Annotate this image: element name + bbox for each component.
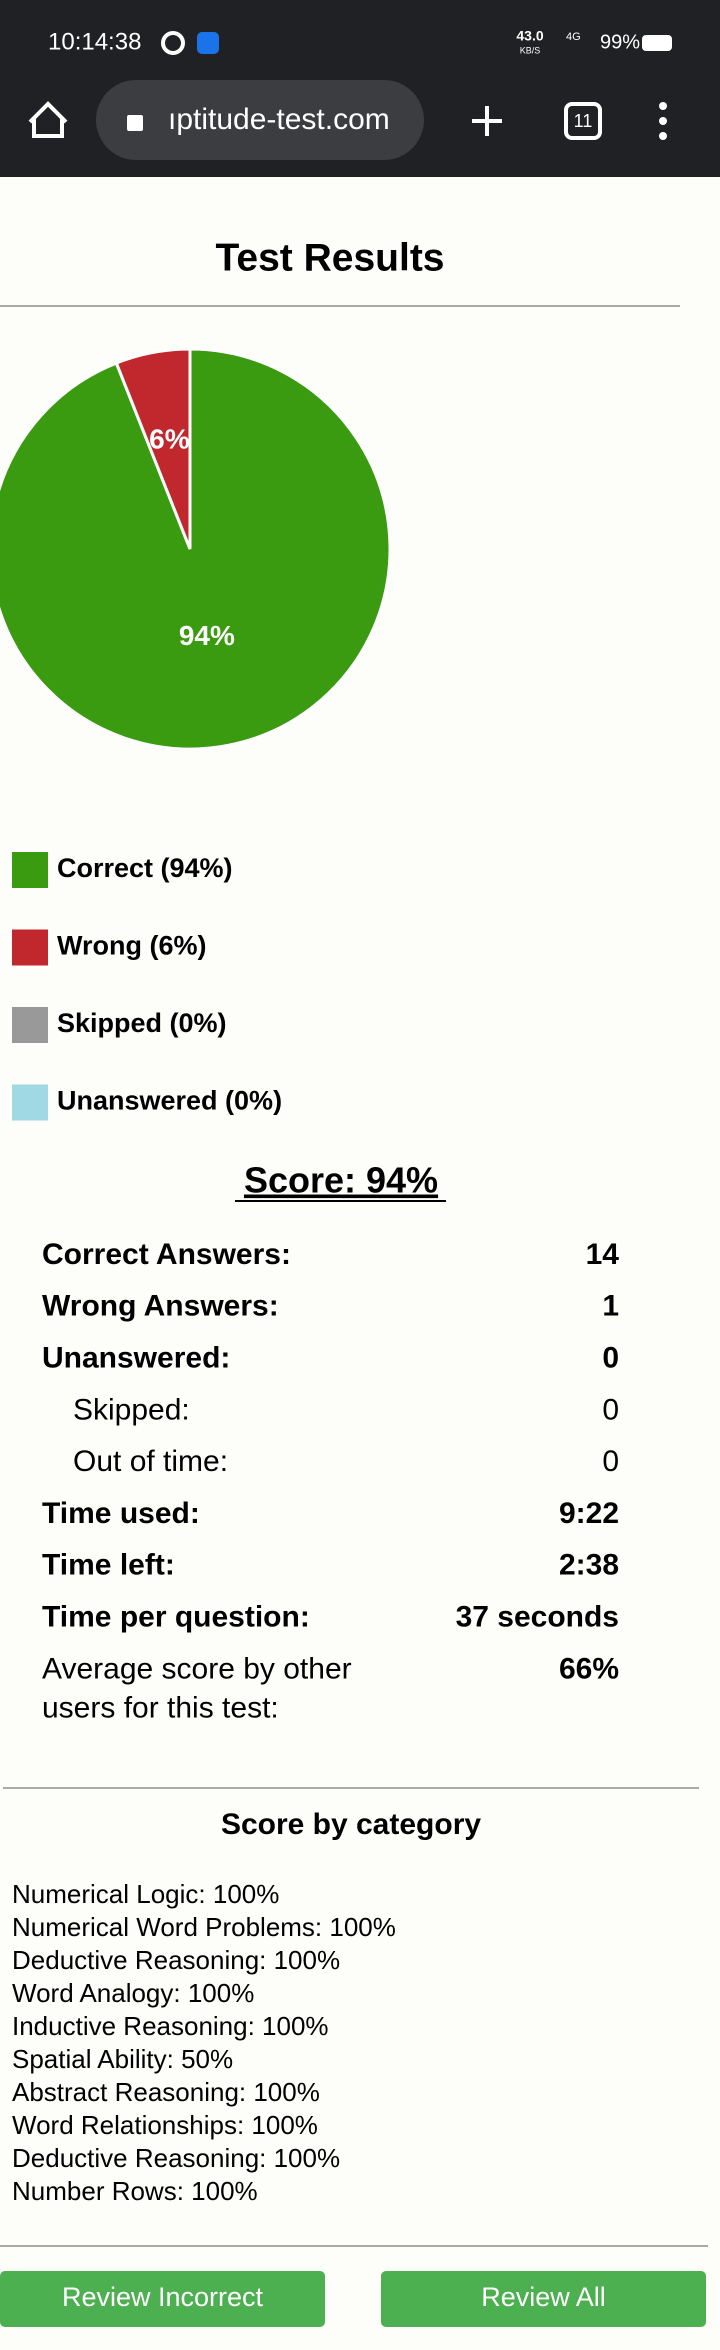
- clock: 10:14:38: [48, 28, 141, 55]
- score-table: Correct Answers: 14 Wrong Answers: 1 Unanswe…: [42, 1238, 619, 1724]
- row-value: 0: [602, 1342, 619, 1375]
- legend: Correct (94%) Wrong (6%) Skipped (0%) Unans…: [12, 852, 282, 1121]
- slice-label: 6%: [149, 423, 190, 454]
- legend-swatch: [12, 852, 48, 888]
- row-label: Correct Answers:: [42, 1238, 291, 1271]
- category-heading: Score by category: [221, 1808, 481, 1841]
- row-value: 14: [586, 1238, 620, 1271]
- url-bar[interactable]: [96, 80, 424, 160]
- category-score: Number Rows: 100%: [12, 2176, 258, 2206]
- button-label: Review All: [481, 2282, 606, 2312]
- status-icon: [197, 32, 219, 54]
- network: 4G: [566, 31, 581, 43]
- buttons: Review Incorrect Review All: [0, 2271, 706, 2327]
- score-heading: Score: 94%: [244, 1160, 438, 1201]
- category-score: Word Analogy: 100%: [12, 1978, 254, 2008]
- row-value: 0: [602, 1445, 619, 1478]
- legend-label: Unanswered (0%): [57, 1086, 282, 1116]
- row-value: 9:22: [559, 1497, 619, 1530]
- legend-swatch: [12, 929, 48, 966]
- legend-label: Skipped (0%): [57, 1008, 227, 1038]
- battery-icon: [642, 35, 672, 51]
- row-label: Time per question:: [42, 1601, 310, 1634]
- row-label: Unanswered:: [42, 1342, 230, 1375]
- category-list: Numerical Logic: 100%Numerical Word Prob…: [12, 1879, 396, 2206]
- button[interactable]: [381, 2271, 706, 2327]
- menu-button[interactable]: [659, 102, 667, 140]
- row-label: Wrong Answers:: [42, 1290, 279, 1323]
- row-value: 37 seconds: [456, 1601, 619, 1634]
- tab-count: 11: [574, 111, 593, 131]
- category-score: Numerical Word Problems: 100%: [12, 1912, 396, 1942]
- row-label: Skipped:: [73, 1393, 190, 1426]
- row-value: 66%: [559, 1652, 619, 1685]
- row-value: 1: [602, 1290, 619, 1323]
- category-score: Deductive Reasoning: 100%: [12, 1945, 340, 1975]
- row-label: Out of time:: [73, 1445, 228, 1478]
- category-score: Spatial Ability: 50%: [12, 2044, 233, 2074]
- tabs-button[interactable]: [564, 102, 602, 140]
- page-title: Test Results: [215, 236, 444, 279]
- slice-label: 94%: [179, 620, 235, 651]
- legend-swatch: [12, 1007, 48, 1043]
- row-value: 0: [602, 1393, 619, 1426]
- category-score: Deductive Reasoning: 100%: [12, 2143, 340, 2173]
- row-value: 2:38: [559, 1549, 619, 1582]
- status-icon: [161, 31, 185, 55]
- battery: 99%: [600, 31, 640, 53]
- button-label: Review Incorrect: [62, 2282, 264, 2312]
- row-label: users for this test:: [42, 1691, 279, 1724]
- pie-chart: 94% 6%: [0, 347, 392, 751]
- button[interactable]: [0, 2271, 325, 2327]
- home-button[interactable]: [28, 101, 68, 138]
- legend-label: Correct (94%): [57, 853, 233, 883]
- category-score: Numerical Logic: 100%: [12, 1879, 279, 1909]
- category-score: Word Relationships: 100%: [12, 2110, 318, 2140]
- category-score: Inductive Reasoning: 100%: [12, 2011, 329, 2041]
- category-score: Abstract Reasoning: 100%: [12, 2077, 320, 2107]
- row-label: Average score by other: [42, 1652, 352, 1685]
- pie-slice: [114, 347, 192, 550]
- legend-swatch: [12, 1084, 48, 1121]
- pie-slice: [0, 347, 392, 751]
- lock-icon: [127, 115, 143, 131]
- row-label: Time used:: [42, 1497, 200, 1530]
- row-label: Time left:: [42, 1549, 175, 1582]
- new-tab-button[interactable]: [472, 106, 502, 136]
- url: ıptitude-test.com: [168, 103, 390, 136]
- net-unit: KB/S: [520, 45, 541, 55]
- net-speed: 43.0: [516, 28, 543, 44]
- legend-label: Wrong (6%): [57, 931, 207, 961]
